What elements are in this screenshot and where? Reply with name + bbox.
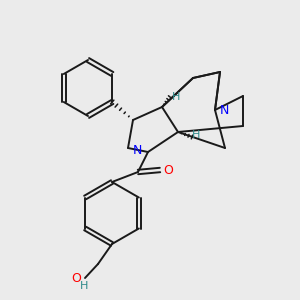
Text: N: N xyxy=(219,103,229,116)
Text: O: O xyxy=(71,272,81,284)
Text: H: H xyxy=(172,92,180,102)
Text: H: H xyxy=(80,281,88,291)
Text: O: O xyxy=(163,164,173,176)
Text: N: N xyxy=(132,145,142,158)
Text: H: H xyxy=(192,130,200,140)
